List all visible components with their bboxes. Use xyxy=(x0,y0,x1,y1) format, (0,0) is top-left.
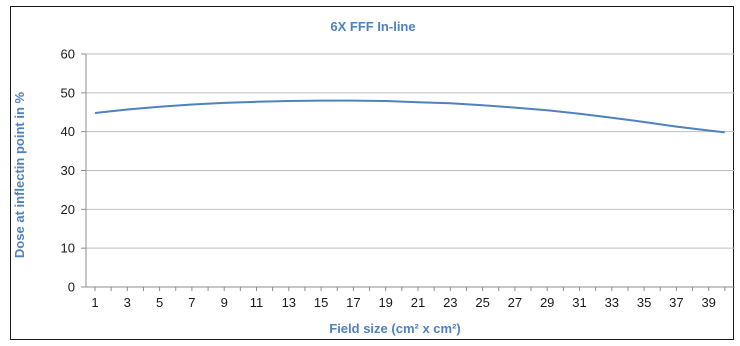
x-tick-label-9: 9 xyxy=(221,295,228,310)
y-tick-label-30: 30 xyxy=(61,163,75,178)
x-tick-label-11: 11 xyxy=(250,295,264,310)
chart-frame: 6X FFF In-line 0 10 20 30 40 50 60 1 3 5 7 9 11 13 15 1… xyxy=(10,6,735,340)
x-tick-label-31: 31 xyxy=(572,295,586,310)
x-tick-label-33: 33 xyxy=(605,295,619,310)
x-tick-label-17: 17 xyxy=(346,295,360,310)
y-tick-label-60: 60 xyxy=(61,47,75,62)
x-tick-label-15: 15 xyxy=(314,295,328,310)
x-tick-label-21: 21 xyxy=(411,295,425,310)
y-tick-label-20: 20 xyxy=(61,202,75,217)
x-tick-label-7: 7 xyxy=(188,295,195,310)
x-tick-label-1: 1 xyxy=(91,295,98,310)
x-tick-label-29: 29 xyxy=(540,295,554,310)
x-tick-label-19: 19 xyxy=(378,295,392,310)
y-tick-label-0: 0 xyxy=(68,280,75,295)
x-tick-label-37: 37 xyxy=(669,295,683,310)
x-tick-label-35: 35 xyxy=(637,295,651,310)
y-tick-label-40: 40 xyxy=(61,124,75,139)
y-tick-label-10: 10 xyxy=(61,241,75,256)
x-tick-label-13: 13 xyxy=(282,295,296,310)
x-tick-label-5: 5 xyxy=(156,295,163,310)
x-tick-label-3: 3 xyxy=(124,295,131,310)
x-tick-label-39: 39 xyxy=(701,295,715,310)
chart-title: 6X FFF In-line xyxy=(330,19,415,34)
y-tick-label-50: 50 xyxy=(61,85,75,100)
x-tick-label-27: 27 xyxy=(508,295,522,310)
x-tick-label-25: 25 xyxy=(475,295,489,310)
x-axis-label: Field size (cm² x cm²) xyxy=(329,321,460,336)
y-axis-label: Dose at inflectin point in % xyxy=(12,92,27,259)
x-tick-label-23: 23 xyxy=(443,295,457,310)
series-line-0 xyxy=(94,99,725,134)
